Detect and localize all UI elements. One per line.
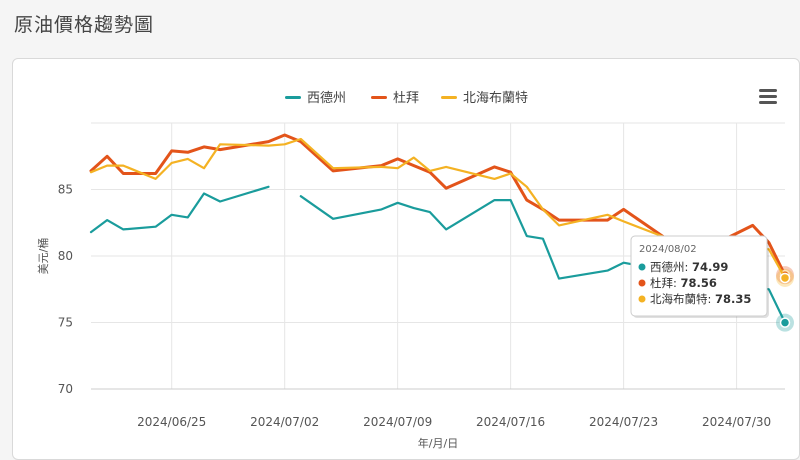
tooltip-row: 北海布蘭特: 78.35 (650, 292, 751, 306)
series-3 (89, 137, 794, 287)
tooltip: 2024/08/02 西德州: 74.99 杜拜: 78.56 北海布蘭特: 78.3… (630, 235, 769, 318)
x-tick-label: 2024/07/09 (363, 415, 432, 429)
tooltip-box (630, 235, 768, 317)
y-tick-label: 85 (58, 183, 73, 197)
y-tick-label: 80 (58, 249, 73, 263)
legend-label: 西德州 (307, 91, 346, 106)
legend-swatch (371, 96, 387, 99)
x-axis-title: 年/月/日 (418, 436, 458, 450)
data-point-marker[interactable] (779, 272, 791, 284)
x-tick-label: 2024/07/16 (476, 415, 545, 429)
x-tick-label: 2024/07/30 (702, 415, 771, 429)
y-tick-label: 70 (58, 382, 73, 396)
tooltip-date: 2024/08/02 (639, 244, 697, 255)
y-axis: 70 75 80 85 美元/桶 (36, 183, 73, 397)
page-title: 原油價格趨勢圖 (14, 14, 155, 36)
series-line (89, 137, 787, 279)
hamburger-menu-icon[interactable] (759, 89, 777, 104)
y-tick-label: 75 (58, 316, 73, 330)
legend-label: 北海布蘭特 (463, 90, 528, 106)
x-tick-label: 2024/06/25 (137, 415, 206, 429)
grid-lines (91, 122, 785, 390)
tooltip-row: 西德州: 74.99 (650, 260, 728, 274)
legend-item-1[interactable]: 西德州 (285, 91, 346, 106)
legend: 西德州 杜拜 北海布蘭特 (285, 90, 528, 106)
legend-swatch (441, 96, 457, 99)
tooltip-dot (638, 295, 646, 303)
price-trend-chart: 70 75 80 85 美元/桶 2024/06/25 2024/07/02 2024/07… (36, 89, 794, 450)
x-tick-label: 2024/07/02 (250, 415, 319, 429)
data-point-marker[interactable] (779, 317, 791, 328)
series-line (89, 133, 787, 277)
legend-item-3[interactable]: 北海布蘭特 (441, 90, 528, 106)
tooltip-dot (638, 279, 646, 287)
series-line (89, 185, 270, 234)
legend-swatch (285, 96, 301, 99)
y-axis-title: 美元/桶 (36, 238, 50, 275)
x-tick-label: 2024/07/23 (589, 415, 658, 429)
legend-label: 杜拜 (393, 91, 419, 106)
chart-card: 70 75 80 85 美元/桶 2024/06/25 2024/07/02 2024/07… (12, 58, 800, 460)
legend-item-2[interactable]: 杜拜 (371, 91, 419, 106)
x-axis: 2024/06/25 2024/07/02 2024/07/09 2024/07/16… (91, 388, 785, 450)
tooltip-row: 杜拜: 78.56 (650, 276, 717, 290)
tooltip-dot (638, 263, 646, 271)
